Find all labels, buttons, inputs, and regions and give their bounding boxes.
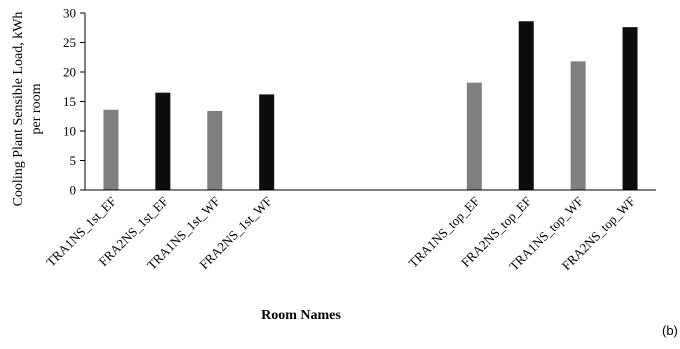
- y-axis-title-line2: per room: [29, 83, 44, 134]
- bar: [466, 82, 482, 190]
- y-axis-title-cont: per room: [29, 83, 44, 134]
- bar: [155, 92, 171, 190]
- y-axis-title: Cooling Plant Sensible Load, kWh: [11, 12, 26, 207]
- bar: [207, 110, 223, 190]
- y-tick-label: 20: [63, 65, 76, 80]
- y-tick-label: 30: [63, 6, 76, 21]
- panel-label: (b): [662, 323, 678, 338]
- bar: [259, 94, 275, 190]
- y-axis-title-line1: Cooling Plant Sensible Load, kWh: [11, 12, 26, 207]
- bar: [103, 109, 119, 190]
- bars-group: [103, 21, 638, 191]
- y-tick-label: 5: [70, 153, 77, 168]
- y-tick-label: 10: [63, 124, 76, 139]
- bar: [570, 61, 586, 190]
- bar: [518, 21, 534, 191]
- bar: [622, 27, 638, 190]
- y-tick-label: 25: [63, 35, 76, 50]
- y-ticks-group: 0 5 10 15 20 25 30: [63, 6, 85, 198]
- y-tick-label: 0: [70, 183, 77, 198]
- x-tick-labels-group: TRA1NS_1st_EFFRA2NS_1st_EFTRA1NS_1st_WFF…: [43, 194, 638, 274]
- axes-group: [84, 13, 656, 191]
- x-axis-title: Room Names: [261, 308, 341, 323]
- y-tick-label: 15: [63, 94, 76, 109]
